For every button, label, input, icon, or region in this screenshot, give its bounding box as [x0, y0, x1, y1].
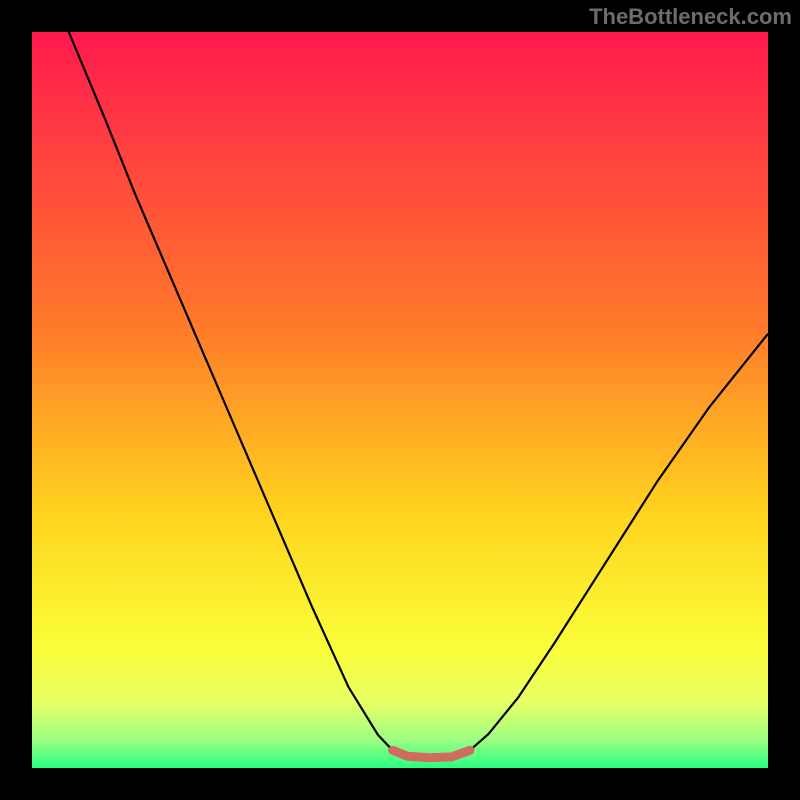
watermark-text: TheBottleneck.com: [589, 4, 792, 30]
bottleneck-curve: [69, 32, 768, 758]
optimal-range-marker: [393, 750, 470, 757]
plot-area: [32, 32, 768, 768]
chart-frame: TheBottleneck.com: [0, 0, 800, 800]
curve-layer: [32, 32, 768, 768]
